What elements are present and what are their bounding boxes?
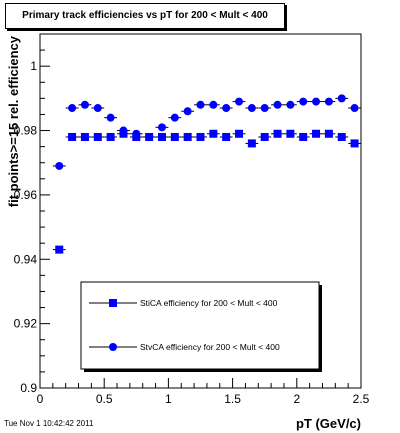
data-point-circle (157, 123, 166, 132)
data-point-square (286, 129, 295, 138)
x-tick-label: 0.5 (96, 392, 113, 406)
data-point-square (68, 132, 77, 141)
data-point-circle (286, 100, 295, 109)
data-point-circle (350, 104, 359, 113)
data-point-square (337, 132, 346, 141)
data-point-square (312, 129, 321, 138)
data-point-square (324, 129, 333, 138)
data-point-circle (312, 97, 321, 106)
data-point-square (196, 132, 205, 141)
data-point-circle (273, 100, 282, 109)
x-tick-label: 1.5 (224, 392, 241, 406)
data-point-circle (170, 113, 179, 122)
data-point-square (350, 139, 359, 148)
data-point-circle (247, 104, 256, 113)
legend-marker-circle (109, 343, 117, 351)
data-point-circle (324, 97, 333, 106)
data-point-square (222, 132, 231, 141)
x-tick-label: 1 (165, 392, 172, 406)
data-point-circle (93, 104, 102, 113)
data-point-circle (222, 104, 231, 113)
data-point-circle (209, 100, 218, 109)
x-axis-label: pT (GeV/c) (296, 416, 361, 431)
x-tick-label: 2.5 (353, 392, 370, 406)
y-tick-label: 1 (30, 59, 37, 73)
data-point-circle (235, 97, 244, 106)
data-point-circle (132, 129, 141, 138)
legend-marker-square (109, 299, 117, 307)
data-point-square (80, 132, 89, 141)
data-point-square (209, 129, 218, 138)
data-point-square (55, 245, 64, 254)
data-point-square (247, 139, 256, 148)
x-tick-label: 2 (293, 392, 300, 406)
data-point-square (157, 132, 166, 141)
data-point-circle (145, 132, 154, 141)
y-tick-label: 0.9 (20, 381, 37, 395)
chart-title: Primary track efficiencies vs pT for 200… (5, 3, 285, 29)
data-point-square (183, 132, 192, 141)
data-point-square (170, 132, 179, 141)
legend-label: StiCA efficiency for 200 < Mult < 400 (140, 298, 278, 308)
data-point-circle (183, 107, 192, 116)
data-point-square (260, 132, 269, 141)
data-point-square (273, 129, 282, 138)
data-point-square (93, 132, 102, 141)
data-point-circle (106, 113, 115, 122)
data-point-circle (119, 126, 128, 135)
legend-label: StvCA efficiency for 200 < Mult < 400 (140, 342, 280, 352)
data-point-square (299, 132, 308, 141)
data-point-circle (337, 94, 346, 103)
data-point-circle (68, 104, 77, 113)
y-tick-label: 0.96 (14, 188, 38, 202)
data-point-circle (260, 104, 269, 113)
data-point-circle (196, 100, 205, 109)
data-point-circle (55, 161, 64, 170)
data-point-square (235, 129, 244, 138)
data-point-circle (80, 100, 89, 109)
data-point-square (106, 132, 115, 141)
y-tick-label: 0.98 (14, 124, 38, 138)
y-tick-label: 0.92 (14, 317, 38, 331)
y-tick-label: 0.94 (14, 252, 38, 266)
data-point-circle (299, 97, 308, 106)
timestamp-footer: Tue Nov 1 10:42:42 2011 (4, 419, 94, 428)
x-tick-label: 0 (37, 392, 44, 406)
y-axis-label: fit points>=15 rel. efficiency (6, 35, 21, 207)
